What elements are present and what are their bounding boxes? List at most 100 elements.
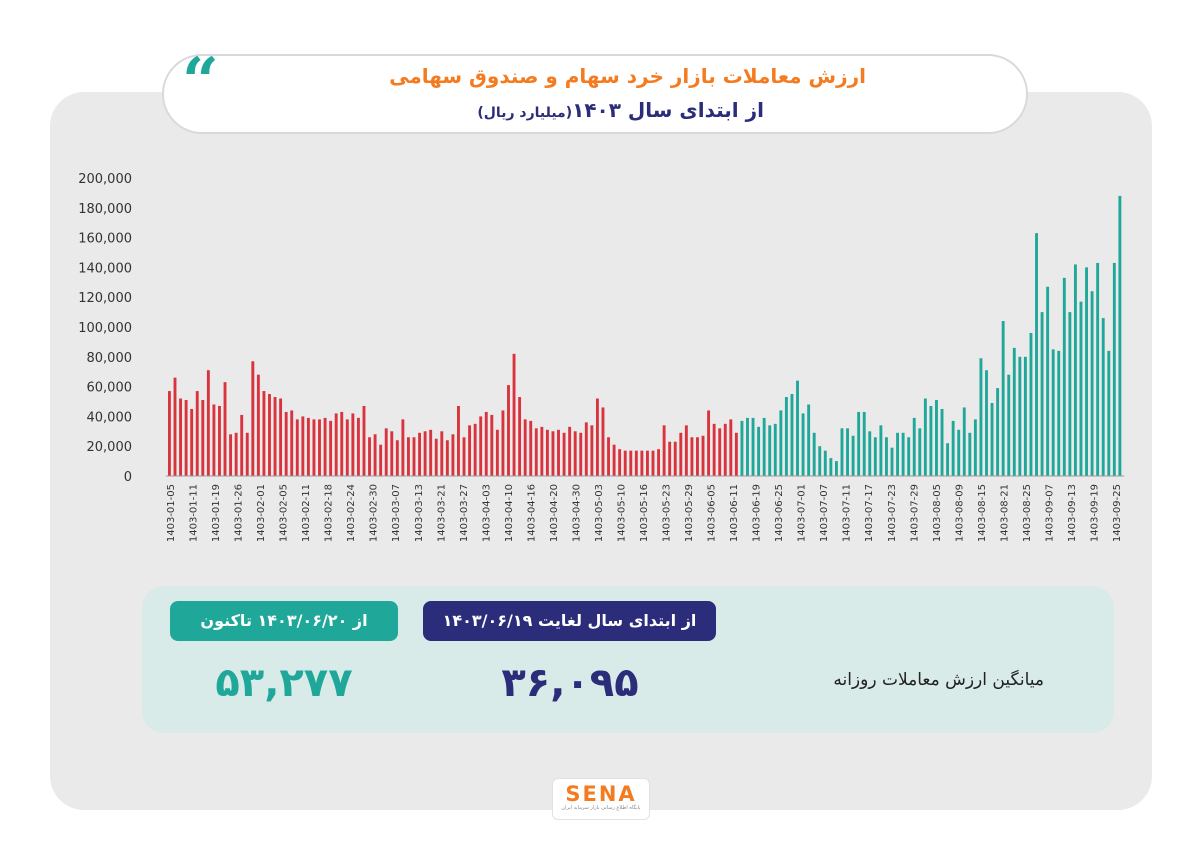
bar-before (634, 450, 638, 476)
bar-before (701, 435, 705, 476)
bar-after (1029, 332, 1033, 476)
bar-after (1018, 356, 1022, 476)
logo-text: SENA (565, 782, 637, 806)
bar-before (245, 432, 249, 476)
x-tick-label: 1403-08-09 (954, 484, 965, 542)
x-tick-label: 1403-07-29 (909, 484, 920, 542)
bar-before (712, 423, 716, 476)
bar-after (951, 420, 955, 476)
bar-after (879, 425, 883, 476)
bar-before (696, 437, 699, 476)
bar-before (423, 431, 427, 476)
x-tick-label: 1403-02-05 (279, 484, 290, 542)
bar-before (457, 405, 460, 476)
bar-after (890, 447, 894, 476)
bar-before (284, 411, 288, 476)
bar-after (1107, 350, 1111, 476)
x-tick-label: 1403-07-07 (819, 484, 830, 542)
bar-after (868, 431, 872, 476)
bar-before (473, 423, 477, 476)
bar-after (796, 380, 799, 476)
bar-before (629, 450, 633, 476)
bar-before (545, 429, 549, 476)
bar-before (251, 361, 255, 476)
bar-after (784, 397, 788, 476)
bar-after (1068, 312, 1072, 476)
bar-after (1062, 277, 1066, 476)
bar-after (918, 428, 922, 476)
bar-after (896, 432, 900, 476)
bar-before (729, 419, 733, 476)
bar-before (351, 413, 355, 476)
bar-before (579, 432, 583, 476)
bar-before (306, 417, 310, 476)
bar-after (912, 417, 916, 476)
bar-before (723, 423, 727, 476)
bar-after (1079, 301, 1083, 476)
bar-before (495, 429, 499, 476)
bar-before (179, 398, 183, 476)
bar-after (957, 429, 961, 476)
bar-before (429, 429, 433, 476)
bar-before (573, 431, 577, 476)
x-tick-label: 1403-02-30 (369, 484, 380, 542)
bar-before (273, 397, 277, 476)
bar-before (590, 425, 594, 476)
bar-before (734, 432, 738, 476)
bar-after (935, 400, 938, 476)
bar-after (1096, 262, 1100, 476)
bar-before (379, 444, 383, 476)
bar-before (323, 417, 327, 476)
bar-after (1085, 267, 1088, 476)
bar-before (518, 397, 522, 476)
average-label: میانگین ارزش معاملات روزانه (833, 670, 1044, 690)
bar-before (684, 425, 688, 476)
bar-before (612, 444, 616, 476)
bar-before (218, 405, 221, 476)
bar-before (618, 449, 622, 476)
x-tick-label: 1403-04-16 (526, 484, 537, 542)
value-before: ۳۶,۰۹۵ (501, 660, 639, 706)
bar-after (818, 446, 822, 476)
bar-before (362, 405, 366, 476)
bar-after (1101, 318, 1105, 476)
bar-before (395, 440, 399, 476)
bar-before (290, 410, 294, 476)
bar-before (523, 419, 527, 476)
period-before-badge: از ابتدای سال لغایت ۱۴۰۳/۰۶/۱۹ (423, 601, 716, 641)
x-tick-label: 1403-02-24 (346, 484, 357, 542)
x-tick-label: 1403-03-13 (414, 484, 425, 542)
chart-subtitle: از ابتدای سال ۱۴۰۳(میلیارد ریال) (477, 98, 764, 122)
bar-after (840, 428, 844, 476)
bar-before (329, 420, 333, 476)
bar-after (746, 417, 749, 476)
bar-before (229, 434, 233, 476)
bar-after (962, 407, 966, 476)
y-tick-label: 100,000 (78, 321, 132, 336)
x-tick-label: 1403-06-25 (774, 484, 785, 542)
bar-before (607, 437, 610, 476)
x-tick-label: 1403-09-13 (1067, 484, 1078, 542)
title-box: “ ارزش معاملات بازار خرد سهام و صندوق سه… (162, 50, 1028, 134)
bar-before (662, 425, 666, 476)
subtitle-text: از ابتدای سال ۱۴۰۳ (572, 98, 764, 122)
bar-after (829, 458, 833, 476)
x-tick-label: 1403-03-21 (436, 484, 447, 542)
bar-after (779, 410, 783, 476)
bar-before (507, 385, 510, 476)
x-tick-label: 1403-04-03 (481, 484, 492, 542)
x-tick-label: 1403-08-15 (977, 484, 988, 542)
bar-after (1090, 291, 1094, 476)
y-tick-label: 160,000 (78, 232, 132, 247)
bar-before (451, 434, 455, 476)
bar-after (757, 426, 761, 476)
x-tick-label: 1403-04-30 (571, 484, 582, 542)
bar-before (529, 420, 533, 476)
bar-before (673, 441, 677, 476)
sena-logo: SENA پایگاه اطلاع رسانی بازار سرمایه ایر… (552, 778, 650, 820)
x-tick-label: 1403-07-23 (887, 484, 898, 542)
bar-before (551, 431, 555, 476)
bar-after (873, 437, 877, 476)
bar-before (646, 450, 649, 476)
y-tick-label: 120,000 (78, 291, 132, 306)
